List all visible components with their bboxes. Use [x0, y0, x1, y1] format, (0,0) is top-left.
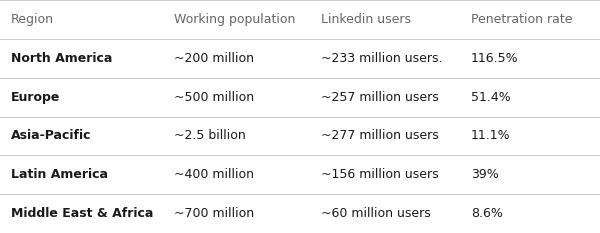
Text: Europe: Europe — [11, 91, 60, 104]
Text: Asia-Pacific: Asia-Pacific — [11, 129, 91, 142]
Text: ~2.5 billion: ~2.5 billion — [174, 129, 246, 142]
Text: 11.1%: 11.1% — [471, 129, 511, 142]
Text: ~400 million: ~400 million — [174, 168, 254, 181]
Text: ~60 million users: ~60 million users — [321, 207, 431, 220]
Text: Region: Region — [11, 13, 54, 26]
Text: Latin America: Latin America — [11, 168, 108, 181]
Text: North America: North America — [11, 52, 112, 65]
Text: ~200 million: ~200 million — [174, 52, 254, 65]
Text: 51.4%: 51.4% — [471, 91, 511, 104]
Text: Middle East & Africa: Middle East & Africa — [11, 207, 153, 220]
Text: Working population: Working population — [174, 13, 295, 26]
Text: ~257 million users: ~257 million users — [321, 91, 439, 104]
Text: ~500 million: ~500 million — [174, 91, 254, 104]
Text: Linkedin users: Linkedin users — [321, 13, 411, 26]
Text: ~277 million users: ~277 million users — [321, 129, 439, 142]
Text: ~233 million users.: ~233 million users. — [321, 52, 443, 65]
Text: ~156 million users: ~156 million users — [321, 168, 439, 181]
Text: Penetration rate: Penetration rate — [471, 13, 572, 26]
Text: 39%: 39% — [471, 168, 499, 181]
Text: 116.5%: 116.5% — [471, 52, 518, 65]
Text: 8.6%: 8.6% — [471, 207, 503, 220]
Text: ~700 million: ~700 million — [174, 207, 254, 220]
